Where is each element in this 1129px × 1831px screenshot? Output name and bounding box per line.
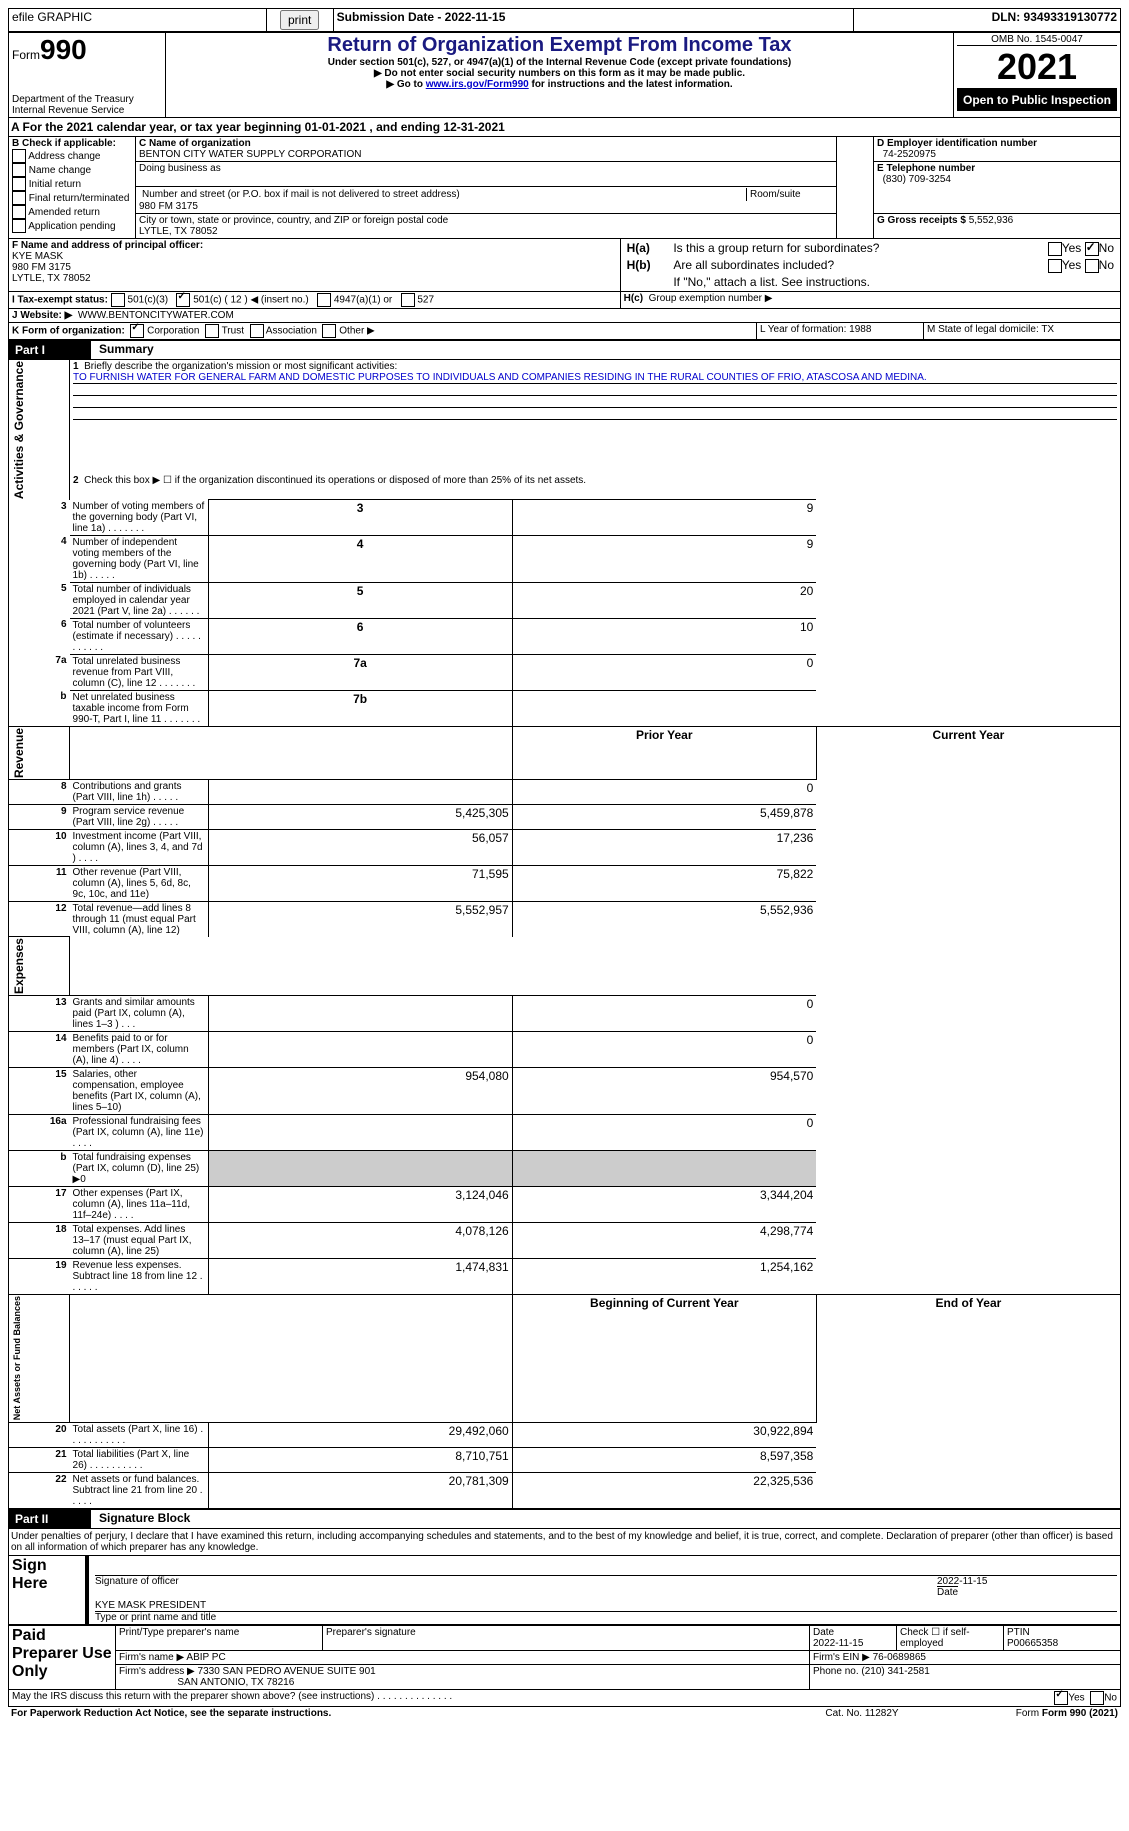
side-netassets: Net Assets or Fund Balances [12, 1296, 22, 1420]
paid-preparer-block: Paid Preparer Use Only Print/Type prepar… [8, 1625, 1121, 1690]
f-label: F Name and address of principal officer: [12, 240, 203, 251]
officer-addr2: LYTLE, TX 78052 [12, 273, 91, 284]
i-527[interactable] [401, 293, 415, 307]
form-header: Form990 Department of the Treasury Inter… [8, 32, 1121, 118]
b-opt[interactable] [12, 149, 26, 163]
print-button[interactable] [280, 10, 319, 30]
street-label: Number and street (or P.O. box if mail i… [139, 188, 747, 201]
dept-treasury: Department of the Treasury [12, 94, 162, 105]
b-opt[interactable] [12, 191, 26, 205]
firm-ein: 76-0689865 [873, 1652, 926, 1663]
note-ssn: ▶ Do not enter social security numbers o… [169, 68, 950, 79]
discuss-no[interactable] [1090, 1691, 1104, 1705]
top-bar: efile GRAPHIC Submission Date - 2022-11-… [8, 8, 1121, 32]
side-governance: Activities & Governance [12, 361, 26, 499]
klm-block: K Form of organization: Corporation Trus… [8, 323, 1121, 340]
footer: For Paperwork Reduction Act Notice, see … [8, 1707, 1121, 1720]
dln: DLN: 93493319130772 [854, 9, 1121, 32]
i-501c3[interactable] [111, 293, 125, 307]
g-label: G Gross receipts $ [877, 215, 966, 226]
street: 980 FM 3175 [139, 201, 198, 212]
form-number: 990 [40, 34, 87, 65]
firm-addr1: 7330 SAN PEDRO AVENUE SUITE 901 [198, 1666, 376, 1677]
b-opt[interactable] [12, 177, 26, 191]
website: WWW.BENTONCITYWATER.COM [78, 310, 234, 321]
ij-block: I Tax-exempt status: 501(c)(3) 501(c) ( … [8, 292, 1121, 323]
b-label: B Check if applicable: [12, 138, 116, 149]
efile-label: efile GRAPHIC [9, 9, 267, 32]
form-title: Return of Organization Exempt From Incom… [169, 34, 950, 57]
city-label: City or town, state or province, country… [139, 215, 448, 226]
side-revenue: Revenue [12, 728, 26, 778]
entity-block: B Check if applicable: Address change Na… [8, 137, 1121, 239]
b-opt[interactable] [12, 219, 26, 233]
hb-no[interactable] [1085, 259, 1099, 273]
gross-receipts: 5,552,936 [969, 215, 1014, 226]
irs-link[interactable]: www.irs.gov/Form990 [426, 79, 529, 90]
d-label: D Employer identification number [877, 138, 1037, 149]
open-inspection: Open to Public Inspection [957, 89, 1117, 111]
ha-yes[interactable] [1048, 242, 1062, 256]
side-expenses: Expenses [12, 938, 26, 994]
declaration: Under penalties of perjury, I declare th… [8, 1529, 1121, 1555]
ha-no[interactable] [1085, 242, 1099, 256]
sign-here-block: Sign Here Signature of officer2022-11-15… [8, 1555, 1121, 1625]
ha-text: Is this a group return for subordinates? [670, 240, 1001, 257]
firm-phone: (210) 341-2581 [861, 1666, 929, 1677]
l-year: L Year of formation: 1988 [757, 323, 924, 340]
part1-body: Activities & Governance 1 Briefly descri… [8, 360, 1121, 1509]
i-501c[interactable] [176, 293, 190, 307]
firm-addr2: SAN ANTONIO, TX 78216 [177, 1677, 294, 1688]
phone: (830) 709-3254 [883, 174, 951, 185]
omb-number: OMB No. 1545-0047 [957, 34, 1117, 46]
part1-header: Part ISummary [8, 340, 1121, 360]
k-assoc[interactable] [250, 324, 264, 338]
period-line: A For the 2021 calendar year, or tax yea… [8, 118, 1121, 137]
k-trust[interactable] [205, 324, 219, 338]
b-opt[interactable] [12, 163, 26, 177]
ein: 74-2520975 [883, 149, 936, 160]
city: LYTLE, TX 78052 [139, 226, 218, 237]
form-subtitle: Under section 501(c), 527, or 4947(a)(1)… [169, 57, 950, 68]
officer-name-title: KYE MASK PRESIDENT [95, 1600, 206, 1611]
c-name-label: C Name of organization [139, 138, 251, 149]
officer-name: KYE MASK [12, 251, 63, 262]
ptin: P00665358 [1007, 1638, 1058, 1649]
submission-date: Submission Date - 2022-11-15 [333, 9, 853, 32]
hb-text: Are all subordinates included? [670, 257, 1001, 274]
part2-header: Part IISignature Block [8, 1509, 1121, 1529]
discuss-yes[interactable] [1054, 1691, 1068, 1705]
tax-year: 2021 [957, 46, 1117, 89]
room-label: Room/suite [747, 188, 834, 201]
firm-name: ABIP PC [186, 1652, 225, 1663]
m-state: M State of legal domicile: TX [924, 323, 1121, 340]
note-goto-post: for instructions and the latest informat… [529, 79, 733, 90]
i-4947[interactable] [317, 293, 331, 307]
irs-label: Internal Revenue Service [12, 105, 162, 116]
e-label: E Telephone number [877, 163, 975, 174]
fh-block: F Name and address of principal officer:… [8, 239, 1121, 292]
k-corp[interactable] [130, 324, 144, 338]
form-label: Form [12, 48, 40, 62]
hb-note: If "No," attach a list. See instructions… [670, 274, 1117, 290]
note-goto-pre: ▶ Go to [386, 79, 425, 90]
mission-text: TO FURNISH WATER FOR GENERAL FARM AND DO… [73, 372, 1117, 384]
org-name: BENTON CITY WATER SUPPLY CORPORATION [139, 149, 361, 160]
k-other[interactable] [322, 324, 336, 338]
hb-yes[interactable] [1048, 259, 1062, 273]
officer-addr1: 980 FM 3175 [12, 262, 71, 273]
dba-label: Doing business as [139, 163, 221, 174]
hc-text: Group exemption number ▶ [649, 293, 773, 304]
b-opt[interactable] [12, 205, 26, 219]
discuss-row: May the IRS discuss this return with the… [8, 1690, 1121, 1707]
